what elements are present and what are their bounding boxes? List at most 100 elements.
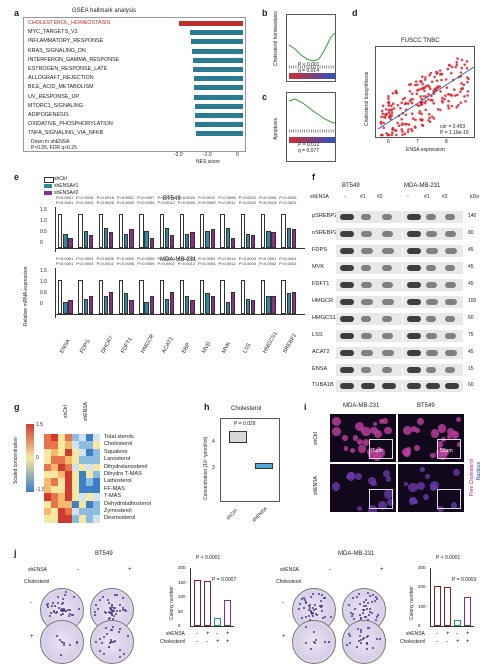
scatter-point [445,86,449,89]
legend-swatch-shensa1 [44,184,52,188]
colony [93,614,96,616]
e-pval-2: P=0.0002 [116,200,135,205]
colony [58,607,61,609]
e-ytick: 0.5 [40,229,47,235]
gene-label: MVD [201,340,213,355]
colony [110,612,113,615]
e-bar [149,238,154,248]
wb-row-bt549 [336,330,402,342]
colony [94,610,96,613]
scatter-plot [375,46,475,138]
e-bar [103,296,109,314]
colony [118,610,121,613]
e-bar [83,299,88,314]
e-bar [281,280,286,314]
scatter-point [450,104,454,108]
wb-protein-label: nSREBP2 [312,230,338,236]
colony [315,638,318,641]
colony [112,614,115,617]
cell-nucleus [358,445,367,454]
scatter-point [450,72,453,75]
e-pval-2: P<0.0001 [279,261,297,266]
e-bar [185,234,190,248]
wb-row-mda [403,380,463,392]
panel-h-title: Cholesterol [231,406,262,412]
colony [365,648,368,651]
wb-lane-label: - [407,194,409,200]
cell-nucleus [436,441,444,448]
scatter-point [444,94,447,97]
colony [310,611,313,614]
wb-protein-label: FDFT1 [312,281,330,287]
colony [123,609,126,612]
wb-protein-label: MVK [312,264,325,270]
e-bar [109,292,114,314]
wb-band [407,265,421,271]
colony [59,654,62,657]
wb-band [426,316,436,322]
scatter-point [397,124,401,127]
colony [53,611,56,613]
scatter-point [421,118,424,121]
scatter-point [392,107,396,110]
e-bar [144,231,149,248]
scatter-point [384,108,388,111]
colony [309,618,312,621]
e-pval-2: P=0.0011 [218,200,236,205]
e-ytick: 1.5 [40,268,47,274]
e-bar [78,280,83,314]
heatmap-cell [72,485,79,494]
cell-nucleus [368,449,377,459]
wb-marker: 45 [468,349,474,355]
colony [127,634,130,637]
colony [313,640,316,643]
e-bar [251,300,256,314]
colony [47,606,50,609]
colony [122,653,125,656]
colony [52,601,55,604]
heatmap-cell [44,456,51,464]
nes-bar [189,30,243,36]
wb-band [445,248,457,254]
colony [300,597,303,600]
scatter-point [414,80,418,83]
scatter-point [427,98,430,101]
metabolite-label: Dehydrolathosterol [104,500,151,507]
e-bar [220,214,225,248]
colony [62,612,65,615]
wb-band [340,367,354,373]
e-pval-1: P=0.0011 [198,195,216,200]
j-x2: + [456,639,460,645]
scatter-point [380,133,383,137]
colony [320,593,323,596]
colony [67,608,70,611]
cell-nucleus [409,496,417,504]
scatter-point [426,84,430,87]
colony [71,614,74,617]
scatter-point [443,97,446,101]
e-bar [281,214,286,248]
cell-nucleus [385,476,392,482]
scatter-point [385,132,388,135]
pathway-label: INFLAMMATORY_RESPONSE [28,38,104,45]
scatter-point [431,99,434,102]
cell-nucleus [415,428,420,433]
e-pval-1: P=0.0024 [177,195,196,200]
scatter-point [455,106,458,109]
nes-bar [192,57,243,63]
panel-a-note2: P<0.05, FDR q<0.25 [31,145,77,151]
panel-h-group1: shCtrl [225,508,239,522]
panel-h-p: P = 0.029 [234,421,256,427]
e-pval-1: P=0.0001 [76,256,94,261]
heatmap-cell [86,500,93,508]
scatter-point [387,101,390,104]
e-pval-2: P=0.0011 [96,261,114,266]
scatter-point [379,122,383,125]
colony [321,616,324,619]
scatter-point [461,87,464,91]
colony [366,602,369,604]
heatmap-cell [58,434,65,442]
heatmap-cell [86,478,93,486]
wb-row-bt549 [336,347,402,359]
scatter-point [420,112,423,116]
